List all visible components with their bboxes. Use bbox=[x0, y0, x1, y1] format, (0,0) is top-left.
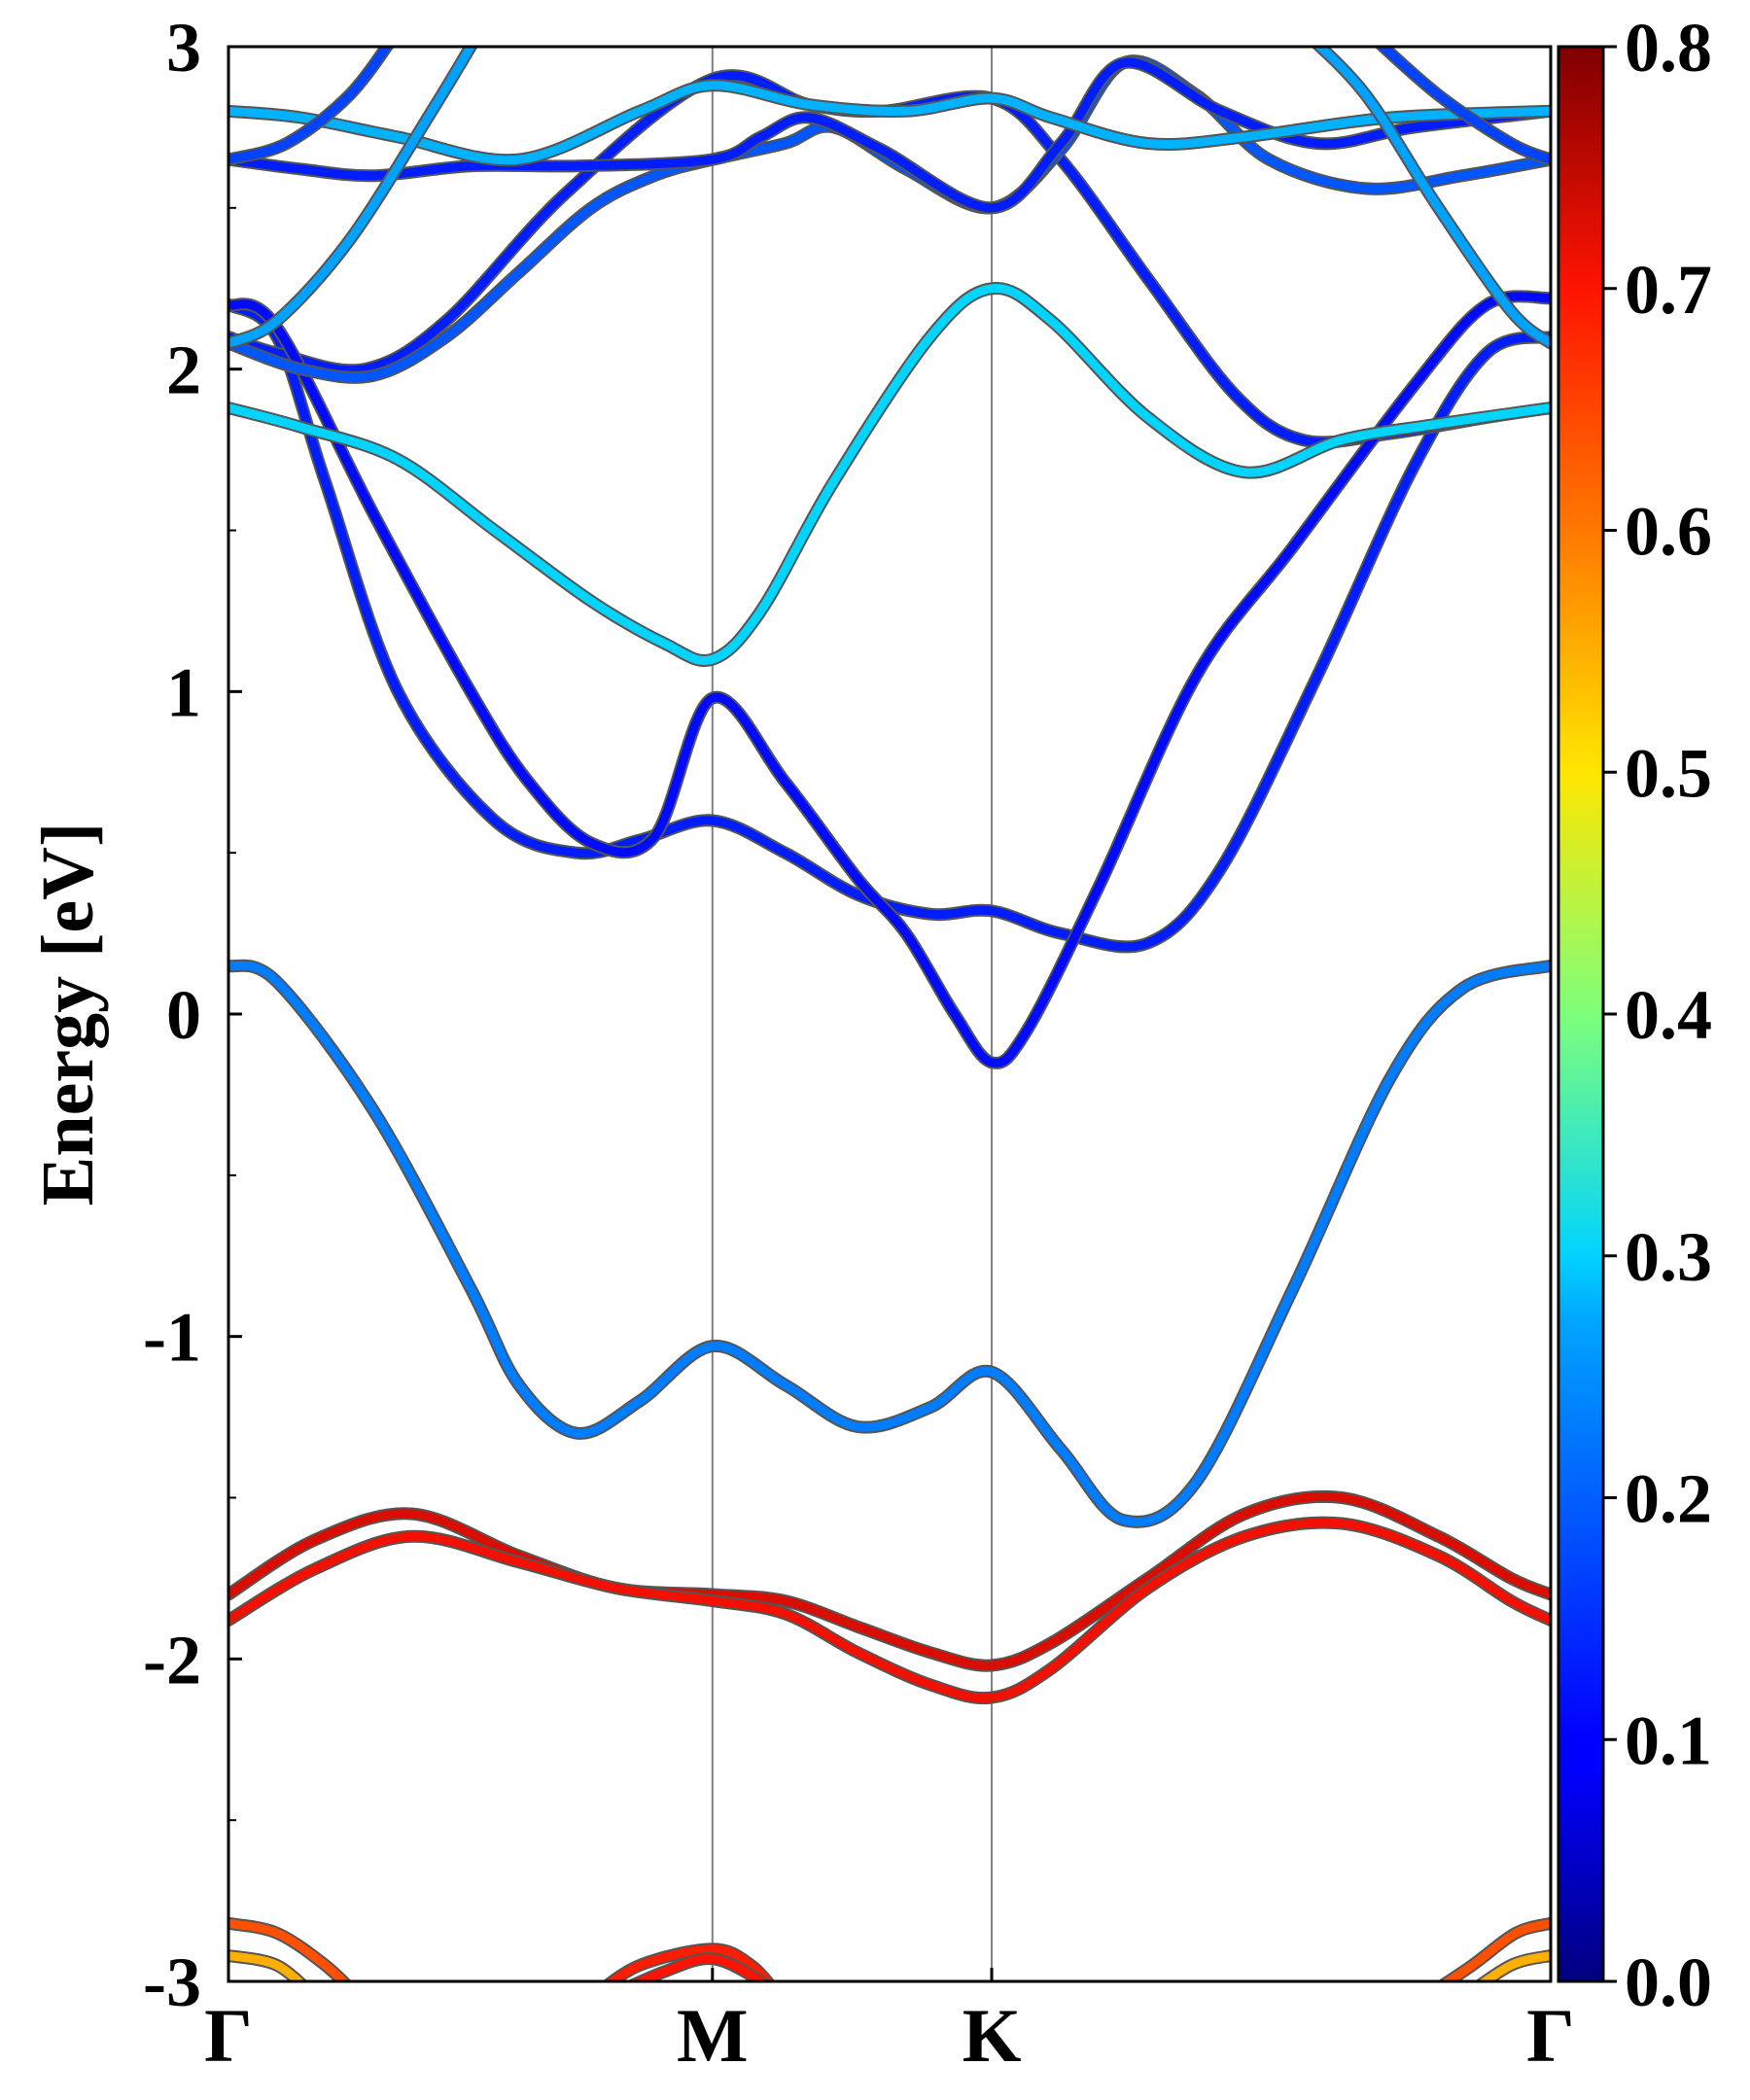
band-conduction-10-outline bbox=[228, 47, 395, 166]
y-tick-label: -1 bbox=[143, 1299, 201, 1377]
colorbar-tick-label: 0.4 bbox=[1625, 976, 1712, 1054]
y-axis-title: Energy [eV] bbox=[27, 822, 109, 1207]
colorbar-tick-label: 0.2 bbox=[1625, 1460, 1712, 1538]
band-p-2 bbox=[228, 1518, 1551, 1703]
colorbar-tick-label: 0.8 bbox=[1625, 9, 1712, 87]
colorbar-tick-label: 0.7 bbox=[1625, 251, 1712, 329]
band-conduction-6 bbox=[228, 57, 1551, 213]
band-conduction-8 bbox=[228, 47, 476, 348]
high-symmetry-lines bbox=[711, 47, 994, 1981]
band-conduction-3-outline bbox=[228, 290, 1551, 1069]
kpoint-label: Γ bbox=[204, 1993, 253, 2078]
band-conduction-3 bbox=[228, 292, 1551, 1068]
kpoint-label: Γ bbox=[1526, 1993, 1575, 2078]
kpoint-label: K bbox=[962, 1993, 1022, 2078]
colorbar-axis: 0.8 0.7 0.6 0.5 0.4 0.3 0.2 0.1 0.0 bbox=[1603, 9, 1712, 2021]
band-conduction-4 bbox=[228, 283, 1551, 665]
band-deep-2 bbox=[228, 1951, 305, 1981]
y-tick-label: 3 bbox=[166, 9, 201, 87]
colorbar-tick-label: 0.3 bbox=[1625, 1218, 1712, 1296]
y-tick-label: -2 bbox=[143, 1621, 201, 1698]
y-tick-label: 1 bbox=[166, 653, 201, 731]
band-conduction-7 bbox=[228, 81, 1551, 165]
band-deep-6 bbox=[1477, 1951, 1551, 1981]
band-valence-1-outline bbox=[228, 959, 1551, 1528]
colorbar bbox=[1557, 45, 1605, 1983]
band-conduction-1 bbox=[228, 299, 1551, 952]
band-conduction-11 bbox=[1377, 47, 1551, 164]
colorbar-tick-label: 0.1 bbox=[1625, 1701, 1712, 1779]
band-p-1 bbox=[228, 1491, 1551, 1670]
band-conduction-9 bbox=[1313, 47, 1551, 348]
bands bbox=[228, 47, 1551, 1981]
y-tick-label: 2 bbox=[166, 332, 201, 409]
y-axis: 3 2 1 0 -1 -2 -3 bbox=[143, 9, 242, 2021]
y-tick-label: -3 bbox=[143, 1943, 201, 2021]
band-conduction-10 bbox=[228, 47, 393, 164]
band-deep-1 bbox=[228, 1918, 350, 1981]
colorbar-tick-label: 0.6 bbox=[1625, 493, 1712, 571]
band-deep-5 bbox=[1440, 1918, 1551, 1981]
y-tick-label: 0 bbox=[166, 976, 201, 1054]
kpoint-label: M bbox=[677, 1993, 749, 2078]
colorbar-tick-label: 0.5 bbox=[1625, 734, 1712, 812]
band-conduction-8-outline bbox=[228, 47, 478, 350]
colorbar-tick-label: 0.0 bbox=[1625, 1943, 1712, 2021]
band-valence-1 bbox=[228, 961, 1551, 1526]
